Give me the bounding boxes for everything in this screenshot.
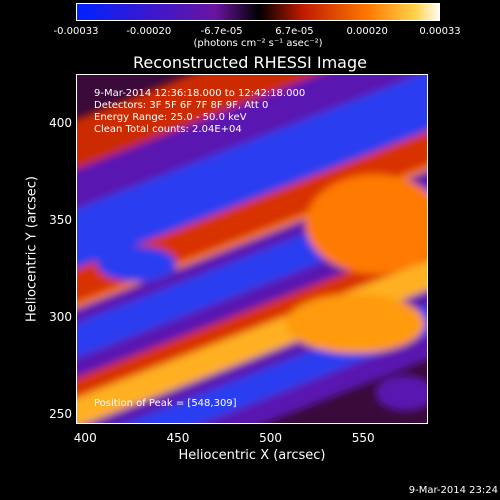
x-tick-label: 500 [259,431,282,445]
energy-range-label: Energy Range: 25.0 - 50.0 keV [94,112,247,123]
chart-title: Reconstructed RHESSI Image [133,53,367,72]
colorbar-tick-label: 0.00020 [346,26,388,37]
colorbar-tick-label: 6.7e-05 [275,26,314,37]
detectors-label: Detectors: 3F 5F 6F 7F 8F 9F, Att 0 [94,100,269,111]
heatmap-image [76,74,428,424]
colorbar-tick-label: -6.7e-05 [200,26,243,37]
y-tick-label: 300 [49,310,72,325]
peak-position-label: Position of Peak = [548,309] [94,398,237,409]
x-tick-label: 450 [166,431,190,445]
colorbar [76,3,440,21]
x-tick-label: 400 [73,431,97,445]
y-axis-label: Heliocentric Y (arcsec) [24,176,40,322]
y-tick-label: 250 [49,407,72,422]
colorbar-tick-label: -0.00020 [126,26,172,37]
y-tick-label: 400 [49,115,72,130]
x-tick-label: 550 [351,431,375,445]
y-tick-label: 350 [49,212,72,227]
counts-label: Clean Total counts: 2.04E+04 [94,124,242,135]
colorbar-tick-label: 0.00033 [419,26,461,37]
colorbar-tick-label: -0.00033 [53,26,99,37]
time-range-label: 9-Mar-2014 12:36:18.000 to 12:42:18.000 [94,88,306,99]
x-axis-label: Heliocentric X (arcsec) [178,448,326,463]
date-stamp: 9-Mar-2014 23:24 [408,485,498,496]
colorbar-unit-label: (photons cm⁻² s⁻¹ asec⁻²) [193,38,323,49]
